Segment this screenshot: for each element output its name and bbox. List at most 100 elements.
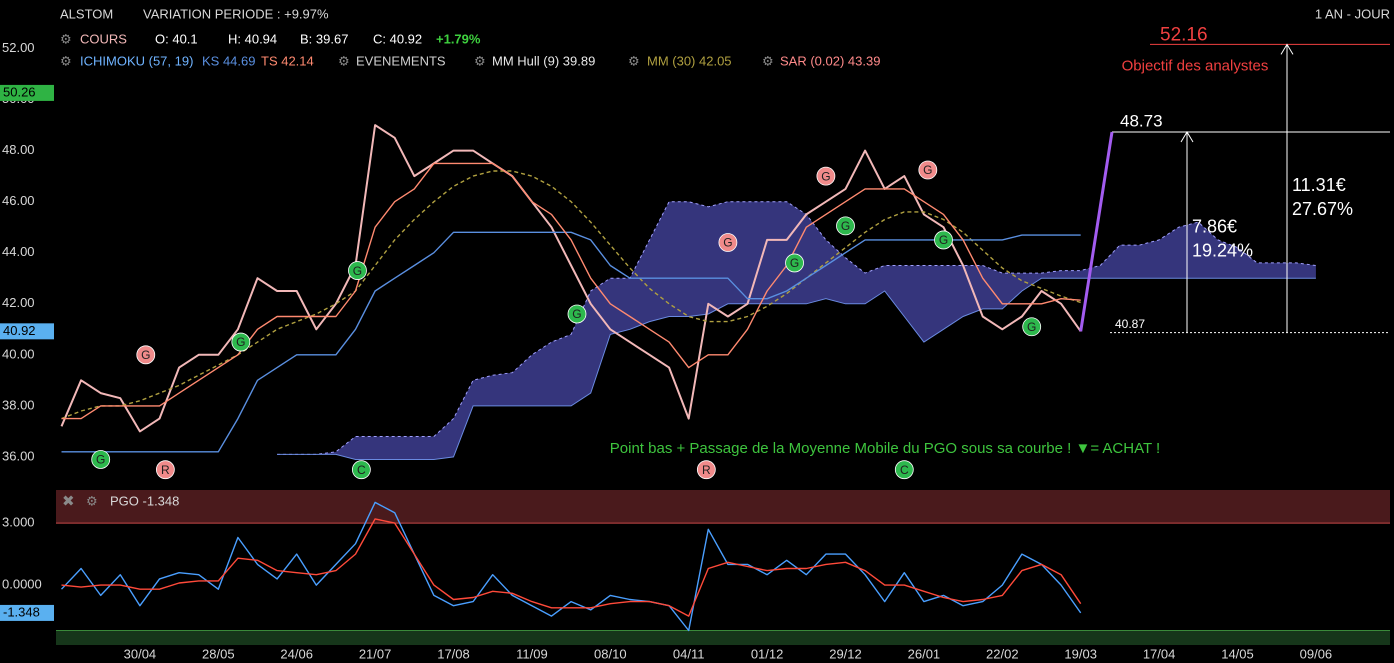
zone-band: [56, 490, 1390, 524]
gear-icon[interactable]: ⚙: [60, 53, 72, 68]
signal-label: G: [939, 233, 948, 247]
projection-line: [1079, 131, 1114, 332]
signal-marker: [934, 230, 953, 250]
gear-icon[interactable]: ⚙: [474, 53, 486, 68]
y-tick-label: 44.00: [2, 244, 35, 259]
y-tick-label: 46.00: [2, 193, 35, 208]
legend-entry: TS 42.14: [261, 53, 314, 68]
x-tick-label: 11/09: [516, 646, 548, 661]
period-selector[interactable]: 1 AN - JOUR: [1315, 6, 1390, 21]
x-tick-label: 09/06: [1300, 646, 1333, 661]
signal-label: G: [353, 264, 362, 278]
x-tick-label: 17/08: [437, 646, 470, 661]
price-label: -1.348: [3, 604, 40, 619]
signal-marker: [836, 216, 855, 236]
y-tick-label: 36.00: [2, 448, 35, 463]
y-tick-label: 48.00: [2, 142, 35, 157]
signal-marker: [816, 166, 836, 186]
projection-label: 11.31€: [1292, 175, 1346, 195]
series-line: [61, 231, 1081, 453]
legend-entry: MM (30) 42.05: [647, 53, 732, 68]
signal-label: R: [702, 463, 711, 477]
legend-entry: ICHIMOKU (57, 19): [80, 53, 193, 68]
gear-icon[interactable]: ⚙: [338, 53, 350, 68]
background-layer: 36.0038.0040.0042.0044.0046.0048.0050.00…: [2, 40, 1390, 645]
target-text: Objectif des analystes: [1122, 57, 1269, 74]
projection-label: 19.24%: [1192, 241, 1253, 261]
price-label: 50.26: [3, 84, 36, 99]
target-label: 52.16: [1160, 24, 1208, 45]
legend-entry: COURS: [80, 31, 127, 46]
series-line: [61, 170, 1081, 420]
legend-entry: EVENEMENTS: [356, 53, 446, 68]
signal-label: G: [141, 348, 150, 362]
cloud-span-b: [277, 277, 1316, 460]
foreground-layer: 50.26 40.92 G G R G G C G R G G G G C G G G 52.16 Objectif …: [0, 24, 1390, 661]
x-tick-label: 17/04: [1143, 646, 1176, 661]
x-tick-label: 24/06: [280, 646, 313, 661]
signal-label: R: [161, 463, 170, 477]
signal-label: G: [1027, 320, 1036, 334]
legend-entry: KS 44.69: [202, 53, 256, 68]
signal-marker: [91, 450, 111, 469]
x-tick-label: 21/07: [359, 646, 392, 661]
signal-label: G: [790, 256, 799, 270]
series-line: [60, 501, 1082, 632]
signal-label: C: [900, 463, 909, 477]
signal-marker: [351, 460, 371, 480]
period-variation: VARIATION PERIODE : +9.97%: [143, 6, 329, 21]
gear-icon[interactable]: ⚙: [60, 31, 72, 46]
legend-entry: MM Hull (9) 39.89: [492, 53, 595, 68]
y-tick-label: 42.00: [2, 295, 35, 310]
x-tick-label: 04/11: [673, 646, 705, 661]
signal-label: G: [841, 219, 850, 233]
gear-icon[interactable]: ⚙: [628, 53, 640, 68]
signal-label: G: [236, 335, 245, 349]
cloud-span-a: [277, 201, 1316, 455]
y-tick-label: 40.00: [2, 346, 35, 361]
legend-entry: O: 40.1: [155, 31, 198, 46]
x-tick-label: 29/12: [829, 646, 862, 661]
signal-marker: [348, 261, 367, 280]
legend-entry: +1.79%: [436, 31, 481, 46]
close-icon[interactable]: ✖: [62, 493, 75, 510]
series-line: [60, 124, 1082, 433]
level-label: 48.73: [1120, 111, 1163, 130]
x-tick-label: 30/04: [124, 646, 157, 661]
signal-label: G: [821, 169, 830, 183]
signal-marker: [696, 460, 716, 480]
legend-entry: H: 40.94: [228, 31, 277, 46]
level-label: 40.87: [1115, 317, 1145, 331]
projection-label: 7.86€: [1192, 217, 1237, 237]
signal-marker: [918, 160, 938, 180]
series-line: [61, 518, 1082, 617]
signal-marker: [155, 460, 175, 480]
signal-marker: [1022, 317, 1042, 337]
projection-label: 27.67%: [1292, 199, 1353, 219]
stock-name: ALSTOM: [60, 6, 113, 21]
signal-marker: [136, 345, 156, 365]
signal-label: C: [357, 463, 366, 477]
legend-entry: B: 39.67: [300, 31, 348, 46]
y-tick-label: 0.0000: [2, 577, 42, 592]
zone-band: [56, 630, 1390, 645]
signal-label: G: [572, 307, 581, 321]
signal-marker: [894, 460, 914, 480]
arrow-head: [1280, 43, 1294, 55]
y-tick-label: 38.00: [2, 397, 35, 412]
signal-marker: [785, 253, 804, 273]
gear-icon[interactable]: ⚙: [86, 493, 98, 508]
pgo-title: PGO -1.348: [110, 493, 179, 508]
price-label-box: [0, 323, 54, 340]
legend-entry: C: 40.92: [373, 31, 422, 46]
signal-marker: [718, 233, 738, 252]
price-label-box: [0, 604, 54, 621]
series-line: [61, 162, 1081, 420]
ichimoku-cloud: [277, 201, 1316, 460]
signal-label: G: [923, 163, 932, 177]
signal-marker: [231, 332, 251, 352]
x-tick-label: 22/02: [986, 646, 1019, 661]
arrow-head: [1180, 130, 1194, 143]
gear-icon[interactable]: ⚙: [762, 53, 774, 68]
x-tick-label: 01/12: [751, 646, 784, 661]
